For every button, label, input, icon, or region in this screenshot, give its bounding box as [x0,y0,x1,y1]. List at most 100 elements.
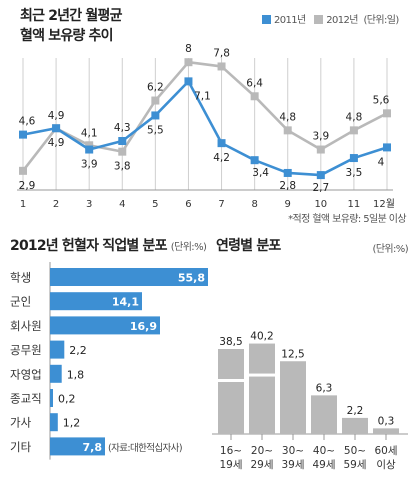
age-category-label: 20~ [251,445,273,457]
job-bar [50,268,208,286]
age-category-label: 49세 [312,459,335,471]
age-value-label: 38,5 [219,336,242,348]
data-point [349,126,358,135]
data-point [283,126,292,135]
series-line-2012년 [21,60,388,172]
age-category-label: 59세 [343,459,366,471]
job-value-label: 1,2 [63,417,81,430]
job-chart-title-row: 2012년 헌혈자 직업별 분포 (단위:%) [10,236,207,258]
data-label-2012: 6,2 [147,82,164,94]
job-chart-title: 2012년 헌혈자 직업별 분포 [10,238,168,254]
data-point [217,139,226,148]
job-bar [50,413,58,432]
data-point [349,154,358,163]
data-point [316,171,325,180]
job-value-label: 0,2 [58,393,76,406]
job-chart-unit: (단위:%) [170,242,207,253]
line-chart-title-1: 최근 2년간 월평균 [20,8,122,24]
age-value-label: 0,3 [378,415,395,427]
legend-2011-swatch [262,15,271,24]
job-category-label: 공무원 [10,343,42,357]
data-label-2012: 4,8 [279,111,296,123]
data-label-2011: 4,6 [19,116,36,128]
age-bar-break [217,379,245,382]
data-point [118,137,127,146]
data-label-2012: 3,9 [312,131,329,143]
data-label-2012: 4,9 [48,110,65,122]
line-chart-unit: (단위:일) [363,15,400,26]
data-point [85,141,94,150]
data-point [283,168,292,177]
data-label-2011: 4 [378,156,385,168]
legend-2011: 2011년 [262,15,306,26]
data-label-2012: 6,4 [246,77,263,89]
job-bar [50,340,65,359]
data-label-2011: 2,7 [312,182,329,194]
month-tick-label: 7 [218,199,224,210]
data-label-2012: 2,9 [19,180,36,192]
age-category-label: 50~ [344,445,366,457]
data-label-2011: 4,9 [48,137,65,149]
age-category-label: 40~ [313,445,335,457]
age-bar [280,361,306,434]
job-category-label: 종교직 [10,392,42,406]
data-point [118,147,127,156]
line-legend: 2011년 2012년 (단위:일) [262,11,399,26]
age-value-label: 12,5 [281,348,304,360]
job-category-label: 기타 [10,440,32,454]
job-bar [50,389,53,407]
age-bar [311,395,337,434]
job-bar [50,364,62,383]
data-label-2012: 3,8 [114,161,131,173]
data-label-2011: 2,8 [279,180,296,192]
age-chart-title: 연령별 분포 [216,238,281,254]
data-point [383,143,391,152]
age-bar [373,428,399,434]
month-tick-label: 12월 [373,198,395,210]
data-point [250,156,259,165]
job-value-label: 1,8 [67,368,85,381]
age-category-label: 이상 [376,459,396,471]
age-value-label: 6,3 [316,382,333,394]
legend-2012-swatch [314,15,324,24]
age-chart-unit: (단위:%) [372,244,409,255]
data-label-2011: 3,5 [346,167,363,179]
data-label-2011: 5,5 [147,124,164,136]
data-point [217,62,226,71]
age-category-label: 39세 [281,459,304,471]
job-value-label: 55,8 [178,272,205,285]
data-label-2011: 3,4 [252,167,269,179]
series-line-2011년 [22,80,388,177]
data-label-2011: 7,1 [194,90,211,102]
data-point [383,109,391,118]
job-category-label: 학생 [10,271,31,285]
data-label-2011: 4,2 [213,152,230,164]
month-tick-label: 4 [119,199,125,210]
age-category-label: 16~ [220,445,242,457]
age-category-label: 30~ [282,445,304,457]
month-tick-label: 6 [185,199,191,210]
age-category-label: 60세 [374,445,397,457]
job-bar [50,292,142,311]
month-tick-label: 10 [314,199,327,210]
job-category-label: 군인 [10,295,31,309]
job-value-label: 14,1 [112,296,139,309]
data-point [52,124,61,133]
month-tick-label: 5 [152,199,158,210]
job-value-label: 2,2 [69,344,87,357]
job-source-label: (자료:대한적십자사) [108,442,182,454]
data-point [19,130,27,139]
age-chart: 38,5 16~ 19세 40,2 20~ 29세 12,5 30~ 39세 6,3 40~ 49세 2… [212,331,408,471]
data-point [151,96,160,105]
age-bar [342,417,368,434]
age-bar-break [248,373,276,377]
month-tick-label: 1 [20,199,26,210]
age-bar [249,343,275,434]
job-category-label: 자영업 [10,367,42,381]
month-tick-label: 9 [285,199,291,210]
data-point [85,145,94,154]
data-point [250,92,259,101]
data-label-2011: 3,9 [81,159,98,171]
data-point [184,77,193,86]
age-category-label: 19세 [219,459,242,471]
